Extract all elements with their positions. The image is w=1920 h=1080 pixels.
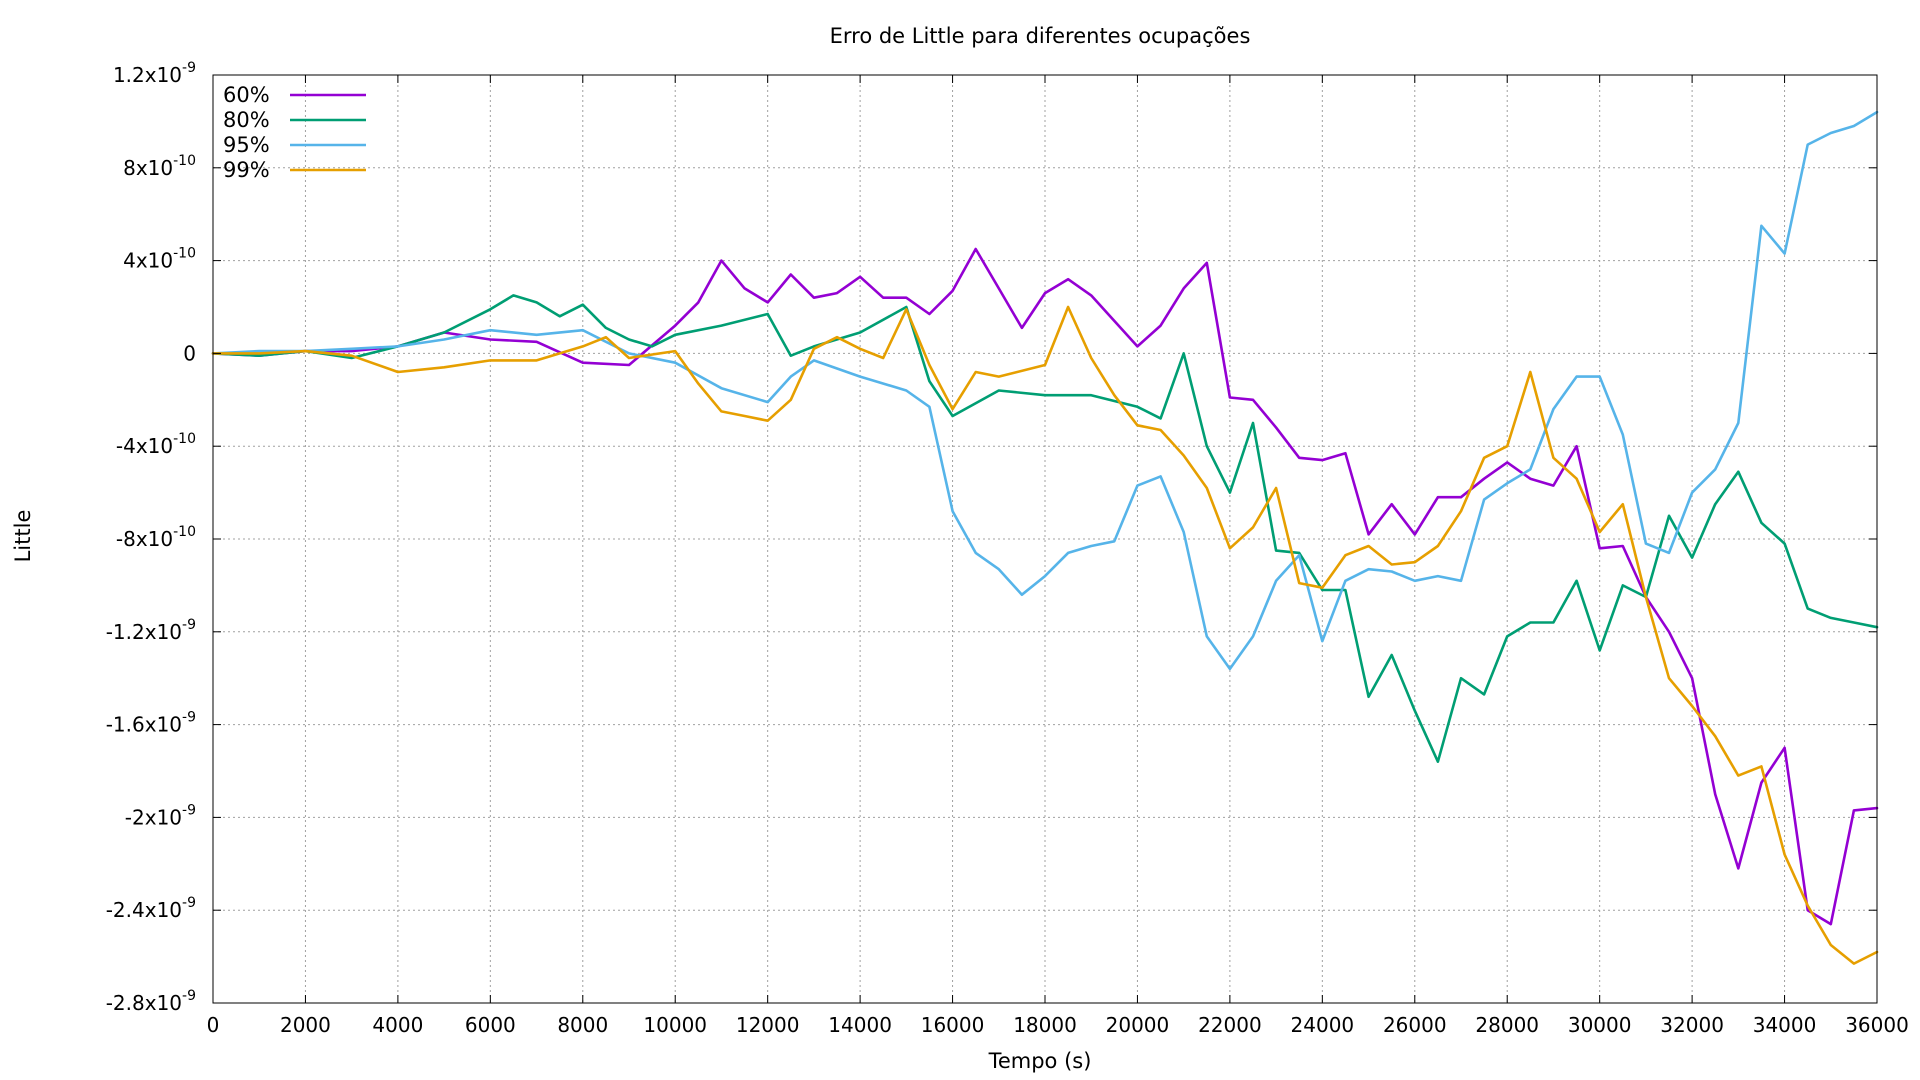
y-tick-label: 1.2x10-9 <box>113 60 196 87</box>
x-tick-label: 10000 <box>643 1013 707 1037</box>
x-tick-labels: 0 2000 4000 6000 8000 10000 12000 14000 16000 180… <box>207 1013 1909 1037</box>
x-tick-label: 24000 <box>1291 1013 1355 1037</box>
x-tick-label: 30000 <box>1568 1013 1632 1037</box>
x-tick-label: 14000 <box>828 1013 892 1037</box>
x-tick-label: 26000 <box>1383 1013 1447 1037</box>
y-tick-labels: 1.2x10-9 8x10-10 4x10-10 0 -4x10-10 -8x10-10 -… <box>106 60 196 1015</box>
y-axis-title: Little <box>11 510 35 563</box>
y-tick-label: -2.4x10-9 <box>106 895 196 922</box>
legend-label: 99% <box>223 158 270 182</box>
legend-label: 80% <box>223 108 270 132</box>
series-line-80pct <box>211 294 1879 764</box>
series-lines <box>211 110 1879 965</box>
x-tick-label: 36000 <box>1845 1013 1909 1037</box>
y-tick-label: -2.8x10-9 <box>106 988 196 1015</box>
y-tick-label: -1.2x10-9 <box>106 617 196 644</box>
x-tick-label: 16000 <box>921 1013 985 1037</box>
y-tick-label: 8x10-10 <box>123 153 196 180</box>
grid <box>213 75 1877 1003</box>
series-line-95pct <box>211 110 1879 671</box>
chart-title: Erro de Little para diferentes ocupações <box>830 24 1251 48</box>
x-tick-label: 22000 <box>1198 1013 1262 1037</box>
x-tick-label: 28000 <box>1475 1013 1539 1037</box>
y-tick-label: -1.6x10-9 <box>106 710 196 737</box>
series-line-60pct <box>211 247 1879 926</box>
x-tick-label: 12000 <box>736 1013 800 1037</box>
legend-label: 60% <box>223 83 270 107</box>
y-tick-label: 0 <box>183 341 196 365</box>
x-tick-label: 2000 <box>280 1013 331 1037</box>
series-line-99pct <box>211 305 1879 965</box>
y-tick-label: -2x10-9 <box>125 802 196 829</box>
y-tick-label: 4x10-10 <box>123 246 196 273</box>
x-tick-label: 8000 <box>557 1013 608 1037</box>
ticks <box>212 74 1878 1004</box>
legend-label: 95% <box>223 133 270 157</box>
x-tick-label: 18000 <box>1013 1013 1077 1037</box>
x-tick-label: 4000 <box>372 1013 423 1037</box>
x-tick-label: 0 <box>207 1013 220 1037</box>
x-tick-label: 32000 <box>1660 1013 1724 1037</box>
legend: 60%80%95%99% <box>223 83 366 182</box>
x-tick-label: 6000 <box>465 1013 516 1037</box>
x-tick-label: 34000 <box>1753 1013 1817 1037</box>
y-tick-label: -8x10-10 <box>116 524 196 551</box>
y-tick-label: -4x10-10 <box>116 431 196 458</box>
x-axis-title: Tempo (s) <box>988 1049 1092 1073</box>
x-tick-label: 20000 <box>1106 1013 1170 1037</box>
